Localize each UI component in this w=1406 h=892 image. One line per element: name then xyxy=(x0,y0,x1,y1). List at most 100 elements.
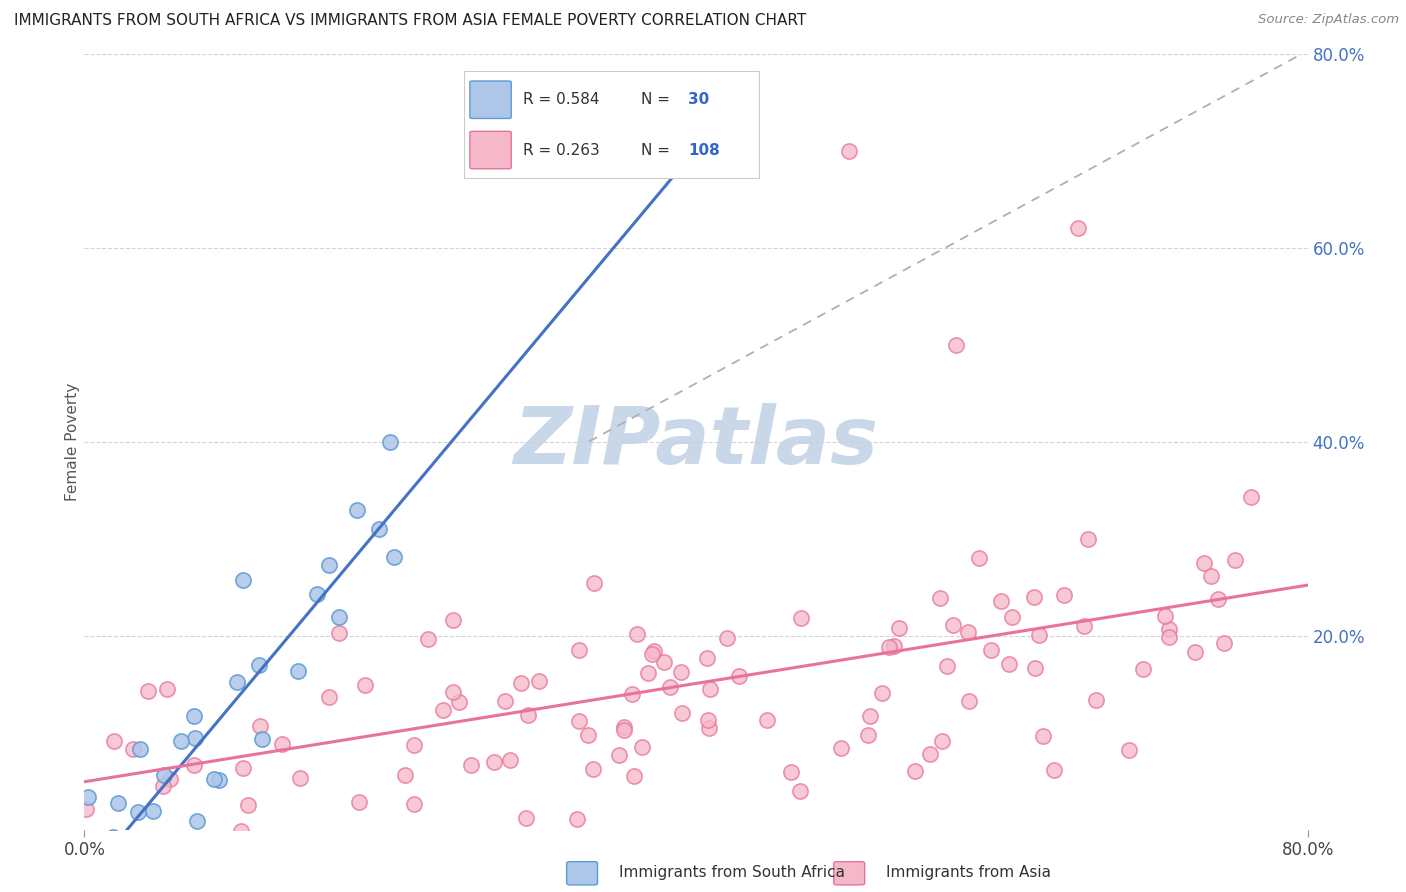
Point xyxy=(447,695,470,709)
Text: Immigrants from Asia: Immigrants from Asia xyxy=(886,865,1050,880)
Point xyxy=(183,758,205,772)
Point xyxy=(527,674,550,689)
Point xyxy=(1042,764,1064,778)
Point xyxy=(613,723,636,738)
Point xyxy=(1212,636,1234,650)
FancyBboxPatch shape xyxy=(470,131,512,169)
Point xyxy=(1194,556,1216,570)
Point xyxy=(1157,630,1180,644)
Point xyxy=(1132,662,1154,676)
Point xyxy=(1067,221,1090,235)
Point xyxy=(416,632,439,647)
Point xyxy=(637,666,659,681)
Point xyxy=(270,738,292,752)
Point xyxy=(957,624,980,639)
Point xyxy=(183,731,205,745)
Point xyxy=(1154,609,1177,624)
Point xyxy=(1240,490,1263,504)
Text: ZIPatlas: ZIPatlas xyxy=(513,402,879,481)
Point xyxy=(859,708,882,723)
Point xyxy=(883,640,905,654)
Text: IMMIGRANTS FROM SOUTH AFRICA VS IMMIGRANTS FROM ASIA FEMALE POVERTY CORRELATION : IMMIGRANTS FROM SOUTH AFRICA VS IMMIGRAN… xyxy=(14,13,806,29)
Point xyxy=(931,734,953,748)
Point xyxy=(957,694,980,708)
Text: N =: N = xyxy=(641,92,675,107)
Text: N =: N = xyxy=(641,143,675,158)
Point xyxy=(208,772,231,787)
Point xyxy=(669,665,692,679)
Point xyxy=(568,642,591,657)
Point xyxy=(870,686,893,700)
Point xyxy=(288,772,311,786)
Point xyxy=(328,610,350,624)
Point xyxy=(432,702,454,716)
Point xyxy=(84,866,107,880)
Text: R = 0.584: R = 0.584 xyxy=(523,92,599,107)
Point xyxy=(641,648,664,662)
Point xyxy=(346,503,368,517)
Point xyxy=(394,768,416,782)
Point xyxy=(499,753,522,767)
Point xyxy=(613,720,636,734)
Text: 30: 30 xyxy=(689,92,710,107)
Point xyxy=(904,764,927,779)
Point xyxy=(142,804,165,818)
Point xyxy=(509,676,531,690)
Point xyxy=(697,714,720,728)
Point xyxy=(226,674,249,689)
Point xyxy=(287,664,309,678)
Point xyxy=(887,621,910,635)
Point xyxy=(789,611,811,625)
Point xyxy=(202,772,225,786)
Point xyxy=(980,642,1002,657)
Text: R = 0.263: R = 0.263 xyxy=(523,143,600,158)
Point xyxy=(121,742,143,756)
Point xyxy=(152,779,174,793)
Point xyxy=(460,758,482,772)
FancyBboxPatch shape xyxy=(470,81,512,119)
Point xyxy=(232,762,254,776)
Point xyxy=(127,805,149,820)
Point xyxy=(318,690,340,704)
Point xyxy=(186,814,208,828)
Point xyxy=(607,748,630,763)
Point xyxy=(136,684,159,698)
Point xyxy=(129,742,152,756)
Point xyxy=(380,434,402,449)
Point xyxy=(945,337,967,351)
Point xyxy=(382,550,405,565)
Point xyxy=(727,669,749,683)
Point xyxy=(77,790,100,805)
Point xyxy=(936,659,959,673)
Point xyxy=(441,613,464,627)
Point xyxy=(626,627,648,641)
Text: Immigrants from South Africa: Immigrants from South Africa xyxy=(619,865,845,880)
Point xyxy=(441,685,464,699)
Point xyxy=(1201,569,1223,583)
Point xyxy=(920,747,942,762)
Point xyxy=(1159,622,1181,636)
Point xyxy=(152,768,174,782)
Point xyxy=(1053,588,1076,602)
Point xyxy=(652,655,675,669)
Point xyxy=(565,812,588,826)
Point xyxy=(942,618,965,632)
Point xyxy=(789,784,811,798)
Point xyxy=(696,651,718,665)
Point xyxy=(515,811,537,825)
Point xyxy=(494,694,516,708)
Point xyxy=(103,734,125,748)
Point xyxy=(249,719,271,733)
Point xyxy=(1024,661,1046,675)
Point xyxy=(402,738,425,752)
Point xyxy=(716,631,738,645)
Point xyxy=(353,678,375,692)
Point xyxy=(620,687,643,701)
Point xyxy=(247,658,270,673)
Point xyxy=(305,587,328,601)
Point xyxy=(756,713,779,727)
Point xyxy=(1001,610,1024,624)
Point xyxy=(169,734,191,748)
Point xyxy=(347,795,370,809)
Point xyxy=(1206,592,1229,607)
